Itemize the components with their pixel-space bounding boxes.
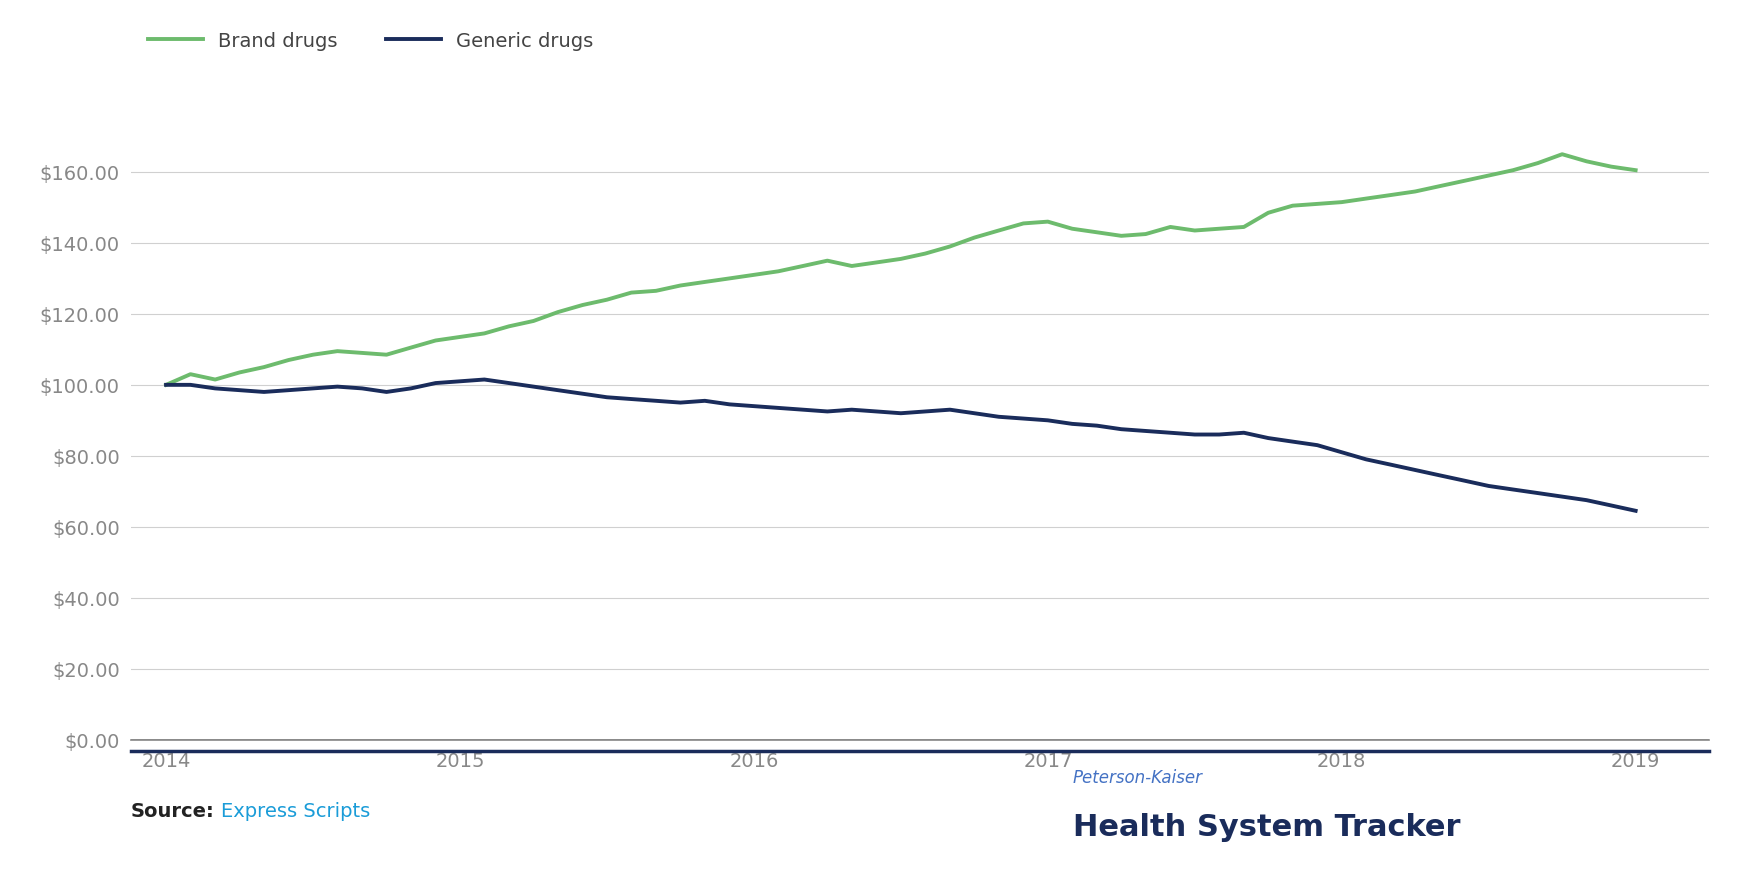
Text: Source:: Source:: [131, 801, 215, 820]
Text: Health System Tracker: Health System Tracker: [1073, 812, 1460, 841]
Text: Express Scripts: Express Scripts: [221, 801, 371, 820]
Text: Peterson-Kaiser: Peterson-Kaiser: [1073, 768, 1203, 786]
Legend: Brand drugs, Generic drugs: Brand drugs, Generic drugs: [141, 24, 602, 58]
